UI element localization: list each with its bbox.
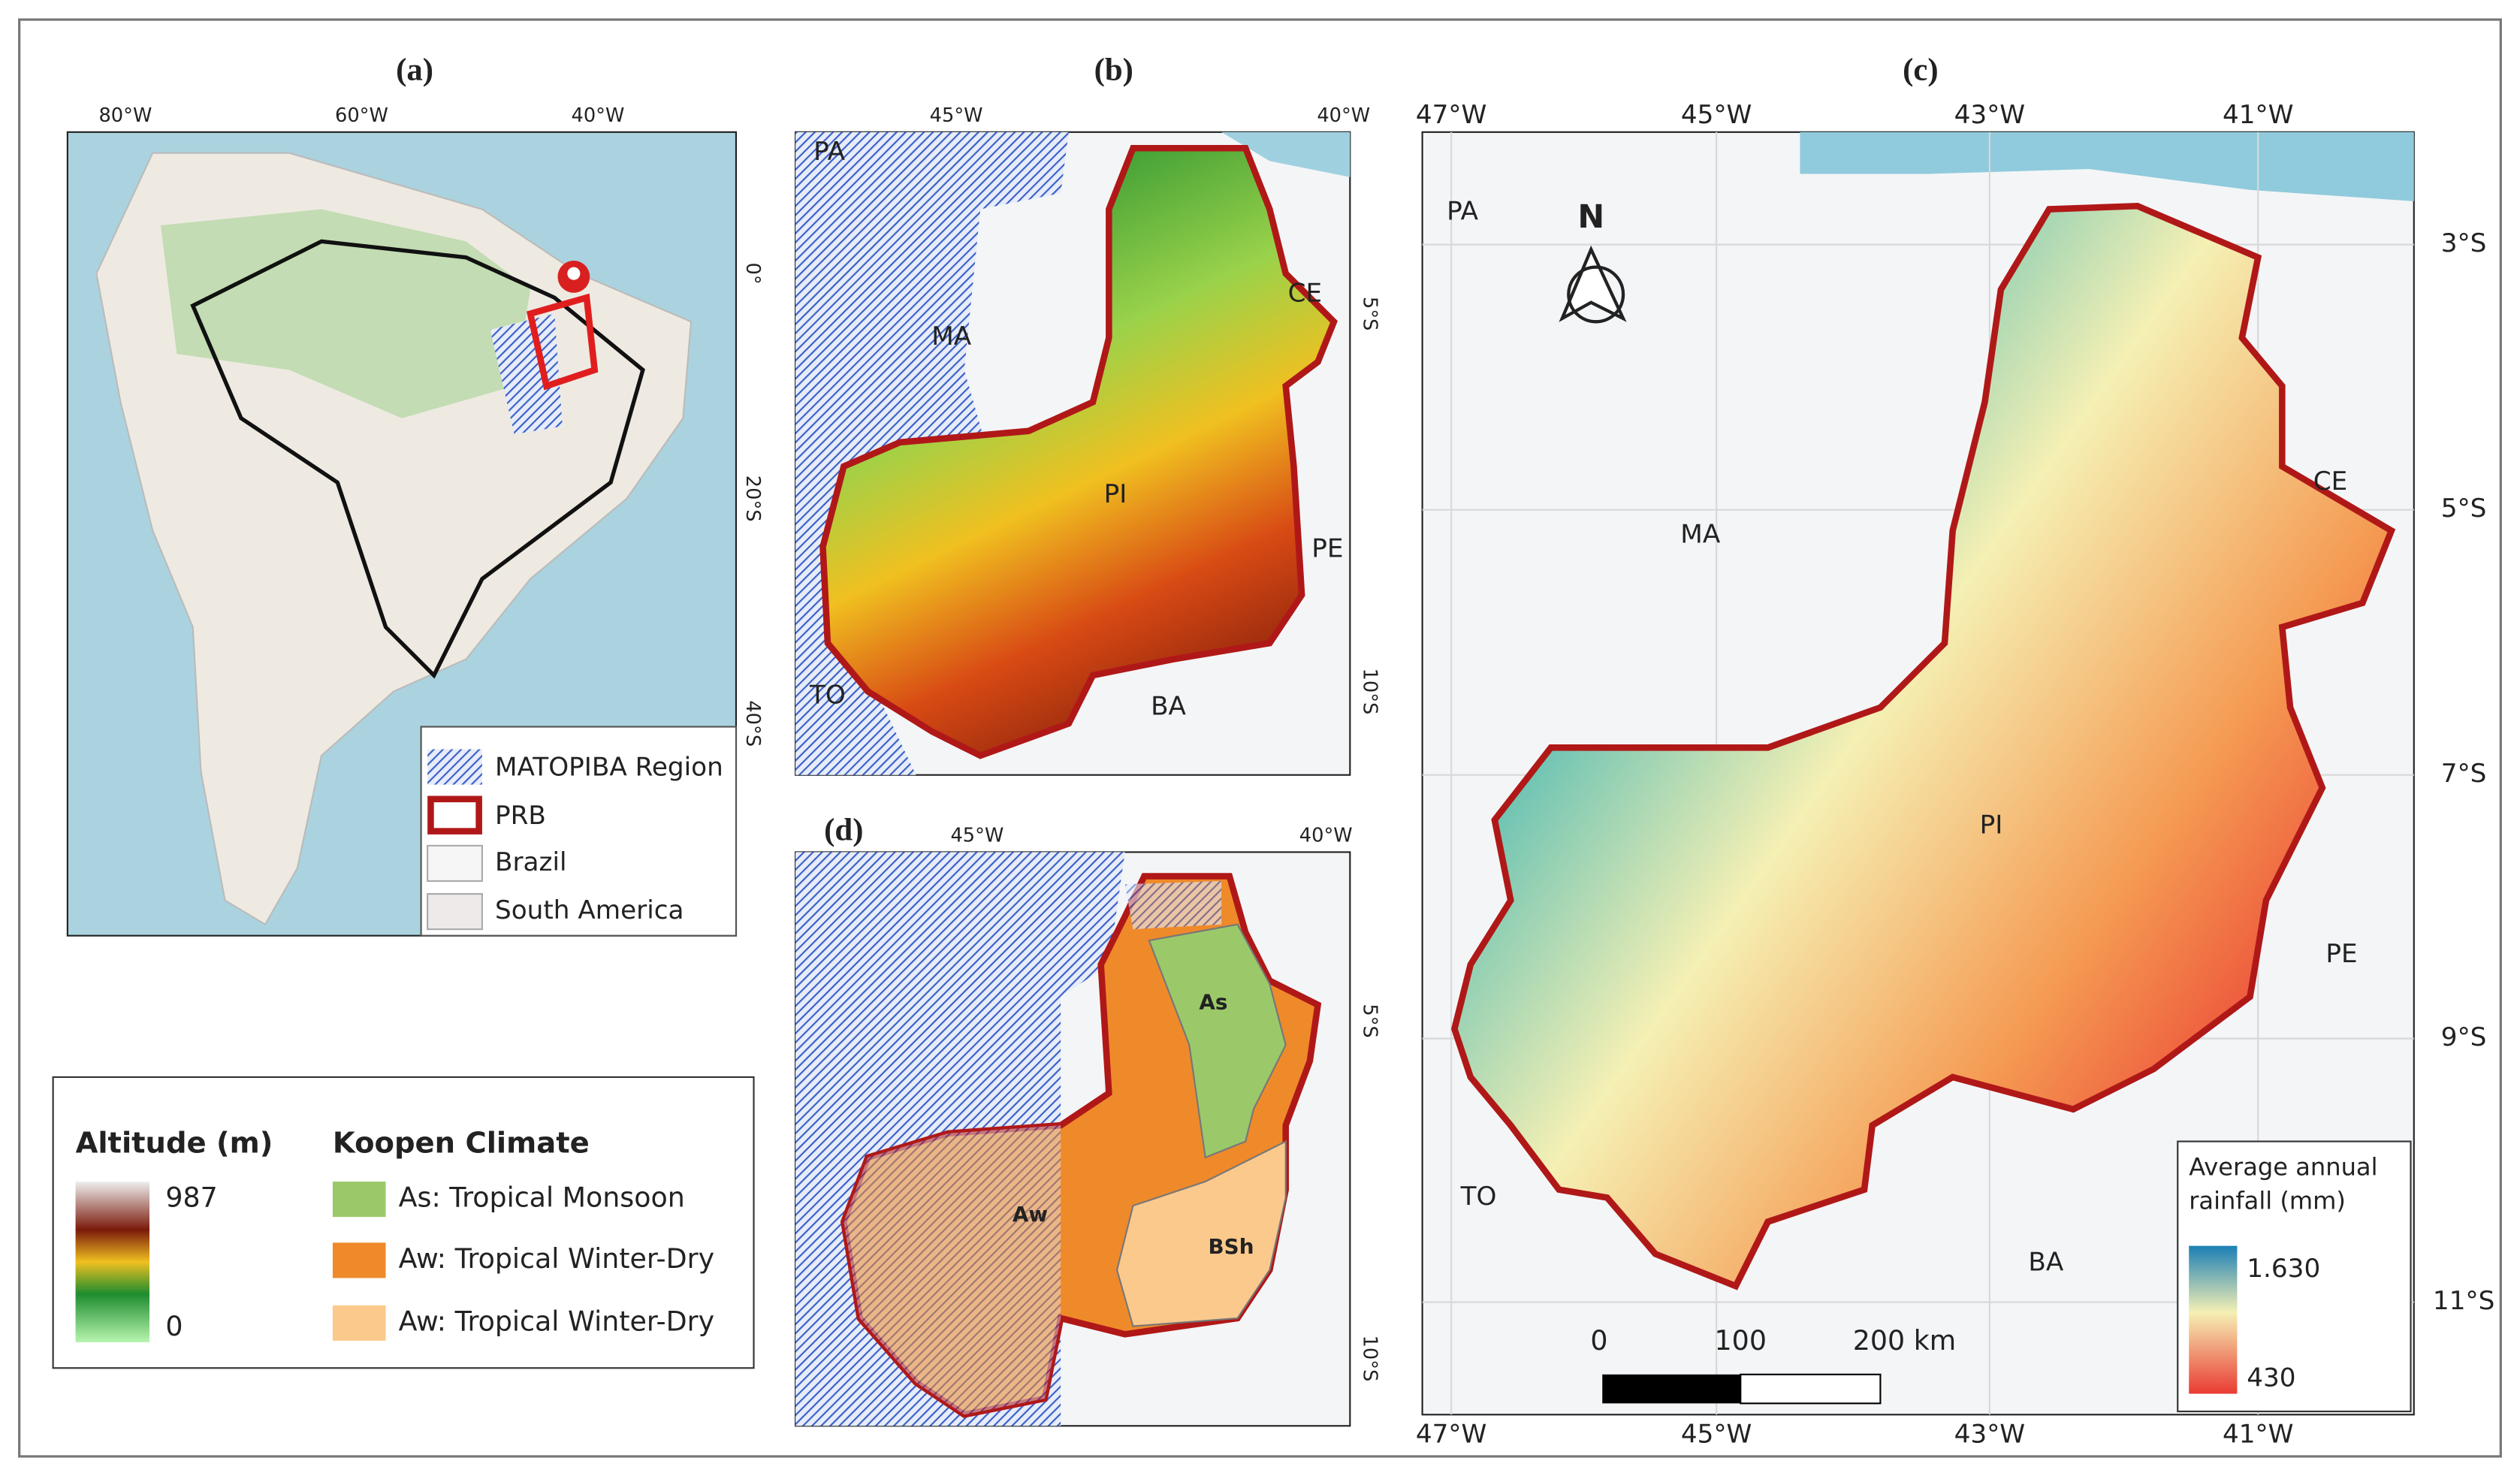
state-label: TO (1460, 1182, 1497, 1212)
legend-title: Altitude (m) (76, 1126, 273, 1160)
lat-tick-label: 5°S (2441, 494, 2487, 524)
lat-tick-label: 7°S (2441, 759, 2487, 789)
lon-tick-label: 43°W (1954, 100, 2026, 130)
legend-label: South America (495, 895, 684, 925)
legend-max: 987 (165, 1182, 217, 1214)
panel-c-map (1421, 131, 2415, 1416)
lat-tick-label: 20°S (741, 475, 764, 522)
zone-label: BSh (1208, 1234, 1254, 1259)
lon-tick-label: 47°W (1416, 100, 1487, 130)
legend-title: Koopen Climate (333, 1126, 590, 1160)
state-label: MA (931, 321, 972, 352)
legend-min: 0 (165, 1310, 183, 1342)
lat-tick-label: 9°S (2441, 1022, 2487, 1052)
lon-tick-label: 40°W (572, 104, 625, 127)
lon-tick-label: 47°W (1416, 1420, 1487, 1450)
panel-label: (a) (396, 52, 433, 87)
zone-label: As (1199, 990, 1227, 1015)
lon-tick-label: 45°W (1681, 1420, 1752, 1450)
state-label: CE (1288, 278, 1323, 308)
legend-label: PRB (495, 801, 546, 831)
lon-tick-label: 40°W (1299, 825, 1353, 847)
panel-label: (d) (824, 813, 863, 848)
state-label: CE (2313, 466, 2348, 497)
state-label: PI (1104, 479, 1127, 509)
scale-label: 100 (1715, 1324, 1767, 1357)
scale-label: 200 km (1853, 1324, 1956, 1357)
north-arrow-label: N (1577, 198, 1604, 236)
legend-label: As: Tropical Monsoon (399, 1182, 685, 1214)
state-label: PE (1311, 534, 1343, 564)
state-label: BA (2028, 1248, 2063, 1278)
scale-label: 0 (1590, 1324, 1607, 1357)
lon-tick-label: 45°W (950, 825, 1003, 847)
rainfall-legend-title: Average annual rainfall (mm) (2189, 1152, 2378, 1215)
lat-tick-label: 5°S (1358, 1004, 1381, 1037)
state-label: PE (2325, 939, 2357, 969)
lat-tick-label: 3°S (2441, 228, 2487, 258)
state-label: PA (1447, 196, 1478, 226)
panel-label: (b) (1094, 52, 1133, 87)
lat-tick-label: 11°S (2433, 1286, 2494, 1316)
panel-d-map (795, 851, 1351, 1427)
state-label: PA (813, 137, 845, 167)
legend-label: Brazil (495, 847, 567, 877)
lat-tick-label: 40°S (741, 700, 764, 747)
lon-tick-label: 43°W (1954, 1420, 2026, 1450)
lon-tick-label: 40°W (1317, 104, 1370, 127)
panel-a-map (66, 131, 738, 937)
lat-tick-label: 10°S (1358, 669, 1381, 715)
lon-tick-label: 80°W (98, 104, 152, 127)
lon-tick-label: 60°W (335, 104, 388, 127)
lon-tick-label: 41°W (2223, 1420, 2294, 1450)
state-label: MA (1680, 519, 1721, 549)
zone-label: Aw (1013, 1202, 1048, 1227)
panel-b-map (795, 131, 1351, 776)
legend-max: 1.630 (2247, 1254, 2320, 1284)
legend-box (52, 1076, 755, 1369)
legend-min: 430 (2247, 1363, 2295, 1393)
lat-tick-label: 10°S (1358, 1336, 1381, 1382)
state-label: BA (1151, 691, 1186, 721)
lon-tick-label: 45°W (930, 104, 983, 127)
panel-label: (c) (1903, 52, 1938, 87)
rainfall-legend-title-box: Average annual rainfall (mm) (2189, 1152, 2378, 1215)
lat-tick-label: 0° (741, 263, 764, 285)
legend-label: Aw: Tropical Winter-Dry (399, 1242, 714, 1275)
lat-tick-label: 5°S (1358, 297, 1381, 331)
lon-tick-label: 41°W (2223, 100, 2294, 130)
state-label: TO (809, 680, 846, 710)
state-label: PI (1980, 810, 2003, 841)
lon-tick-label: 45°W (1681, 100, 1752, 130)
legend-label: Aw: Tropical Winter-Dry (399, 1305, 714, 1337)
legend-label: MATOPIBA Region (495, 753, 723, 783)
